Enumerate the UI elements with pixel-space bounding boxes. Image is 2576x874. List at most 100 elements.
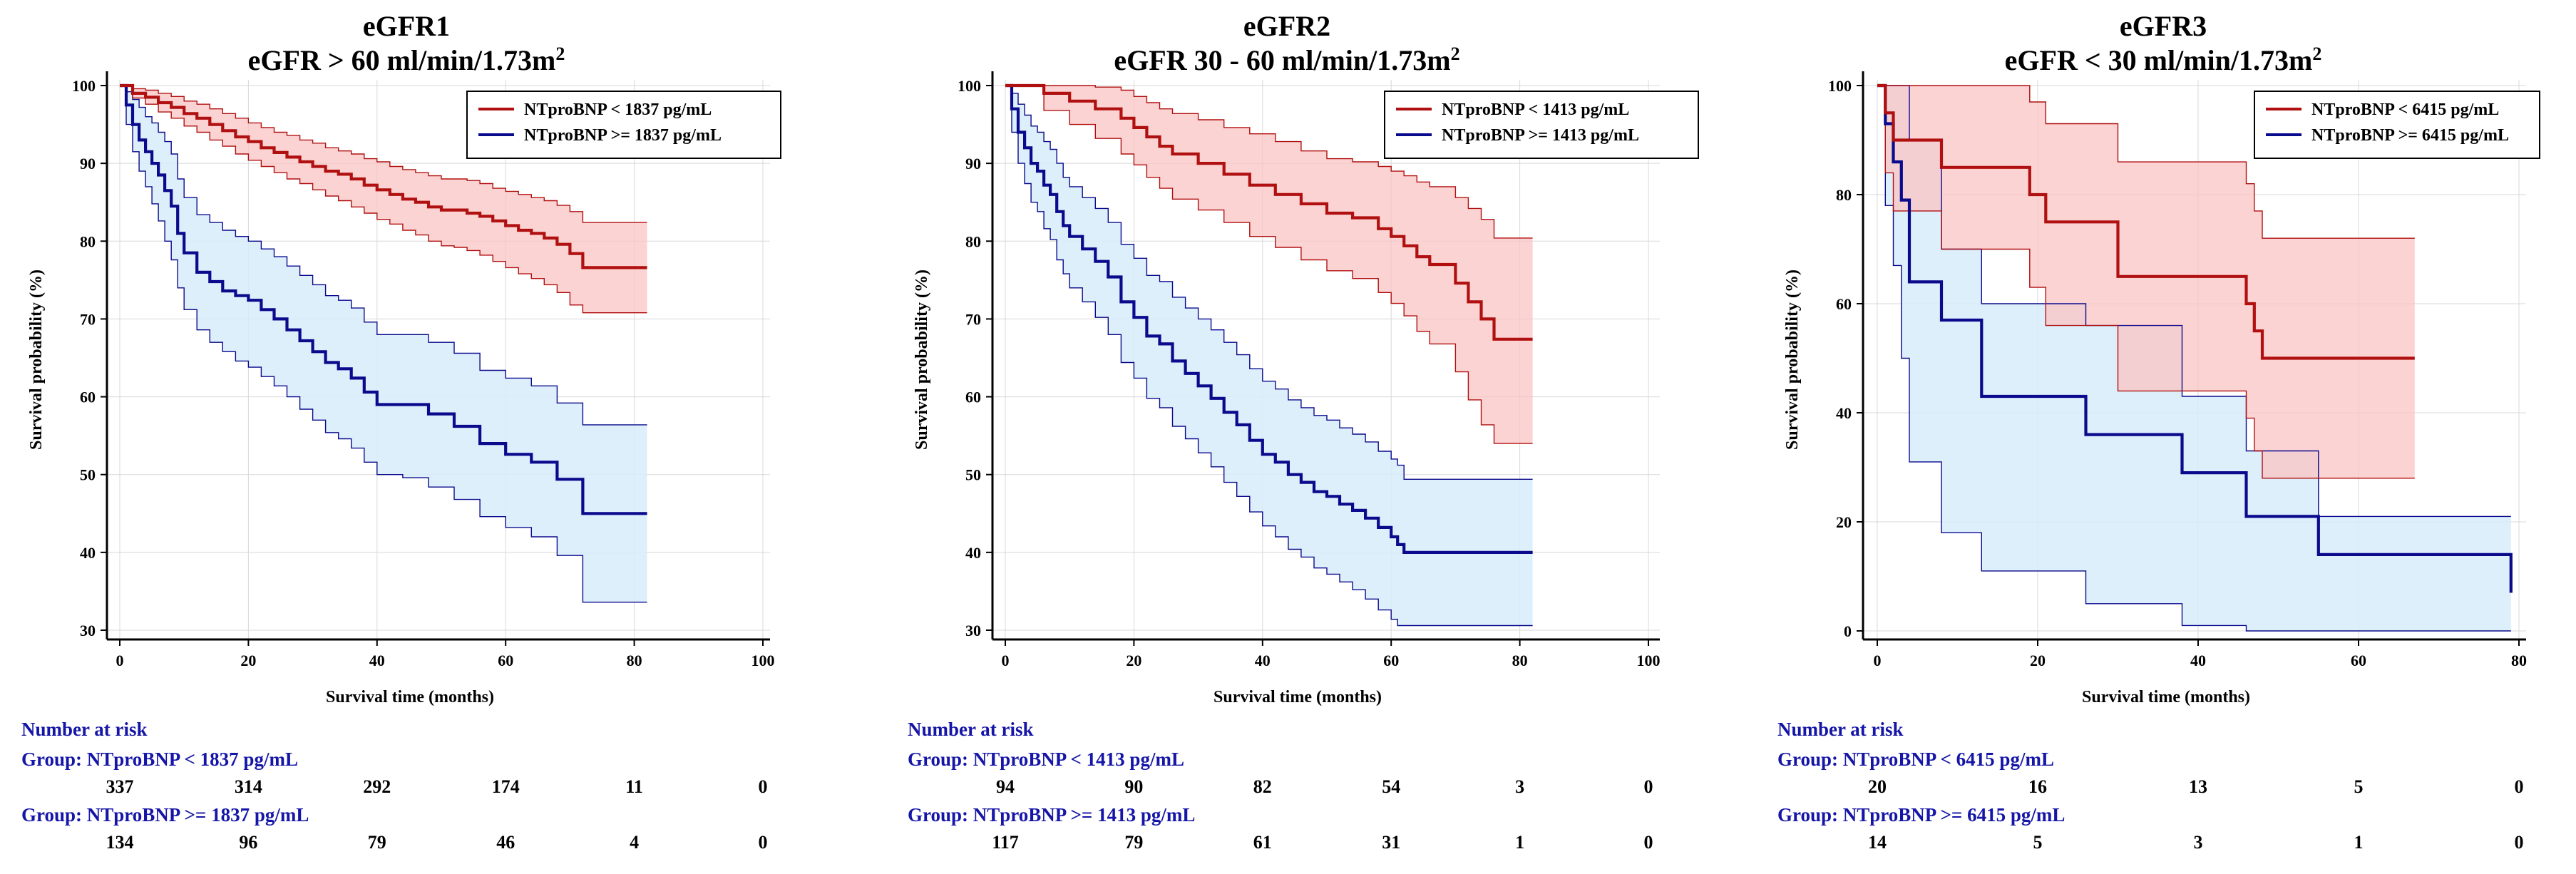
y-tick-label: 80 bbox=[80, 232, 96, 250]
risk-group-label: Group: NTproBNP < 1837 pg/mL bbox=[21, 749, 298, 770]
y-tick-label: 60 bbox=[965, 389, 981, 406]
risk-group-label: Group: NTproBNP >= 6415 pg/mL bbox=[1777, 804, 2065, 826]
ci-lower-line bbox=[1877, 85, 2415, 479]
risk-count: 292 bbox=[363, 776, 391, 797]
risk-count: 0 bbox=[759, 832, 768, 853]
chart-subtitle: eGFR > 60 ml/min/1.73m2 bbox=[248, 43, 565, 76]
ci-band-high bbox=[1005, 86, 1533, 626]
survival-curve-low bbox=[1877, 83, 2415, 360]
x-tick-label: 0 bbox=[1874, 652, 1882, 669]
y-tick-label: 90 bbox=[965, 155, 981, 173]
y-axis-label: Survival probability (%) bbox=[27, 269, 46, 450]
x-axis-label: Survival time (months) bbox=[326, 688, 494, 706]
chart-title: eGFR3 bbox=[2120, 10, 2207, 42]
superscript: 2 bbox=[2312, 43, 2321, 64]
risk-count: 90 bbox=[1124, 776, 1143, 797]
x-tick-label: 40 bbox=[2190, 652, 2206, 669]
risk-count: 0 bbox=[759, 776, 768, 797]
risk-count: 79 bbox=[368, 832, 386, 853]
y-tick-label: 30 bbox=[965, 622, 981, 639]
risk-count: 46 bbox=[496, 832, 515, 853]
risk-count: 54 bbox=[1382, 776, 1400, 797]
risk-group-label: Group: NTproBNP >= 1837 pg/mL bbox=[21, 804, 309, 826]
legend-box bbox=[466, 91, 781, 159]
survival-curve-high bbox=[1005, 83, 1533, 554]
x-tick-label: 60 bbox=[2351, 652, 2366, 669]
y-tick-label: 100 bbox=[72, 77, 96, 95]
ci-band-low bbox=[1877, 86, 2415, 478]
legend-label: NTproBNP < 6415 pg/mL bbox=[2311, 101, 2499, 119]
y-tick-label: 60 bbox=[80, 389, 96, 406]
ci-upper-line bbox=[120, 85, 647, 426]
ci-upper-line bbox=[1877, 85, 2415, 239]
risk-count: 0 bbox=[2515, 832, 2524, 853]
ci-upper-line bbox=[1005, 85, 1533, 239]
ci-lower-line bbox=[1877, 85, 2511, 632]
x-tick-label: 0 bbox=[116, 652, 124, 669]
x-tick-label: 60 bbox=[498, 652, 513, 669]
y-tick-label: 60 bbox=[1836, 295, 1852, 313]
superscript: 2 bbox=[555, 43, 565, 64]
legend-label: NTproBNP >= 1837 pg/mL bbox=[524, 126, 722, 145]
y-tick-label: 70 bbox=[80, 310, 96, 328]
legend-box bbox=[1384, 91, 1699, 159]
x-tick-label: 60 bbox=[1383, 652, 1399, 669]
survival-curve-high bbox=[120, 83, 647, 515]
superscript: 2 bbox=[1451, 43, 1460, 64]
x-axis-label: Survival time (months) bbox=[2082, 688, 2250, 706]
ci-band-high bbox=[120, 86, 647, 602]
x-tick-label: 100 bbox=[1637, 652, 1661, 669]
legend-label: NTproBNP < 1837 pg/mL bbox=[524, 101, 712, 119]
risk-table-heading: Number at risk bbox=[21, 719, 148, 740]
y-tick-label: 30 bbox=[80, 622, 96, 639]
risk-table-heading: Number at risk bbox=[908, 719, 1034, 740]
legend-label: NTproBNP >= 1413 pg/mL bbox=[1442, 126, 1639, 145]
risk-count: 11 bbox=[625, 776, 643, 797]
ci-upper-line bbox=[1005, 85, 1533, 480]
risk-count: 0 bbox=[2515, 776, 2524, 797]
x-tick-label: 80 bbox=[2511, 652, 2527, 669]
survival-curve-low bbox=[1005, 83, 1533, 341]
chart-subtitle: eGFR 30 - 60 ml/min/1.73m2 bbox=[1114, 43, 1459, 76]
ci-lower-line bbox=[120, 85, 647, 603]
risk-count: 4 bbox=[630, 832, 639, 853]
x-tick-label: 40 bbox=[369, 652, 385, 669]
y-tick-label: 20 bbox=[1836, 513, 1852, 531]
risk-count: 174 bbox=[492, 776, 520, 797]
risk-count: 61 bbox=[1253, 832, 1272, 853]
y-tick-label: 80 bbox=[1836, 186, 1852, 204]
risk-count: 13 bbox=[2189, 776, 2207, 797]
chart-subtitle: eGFR < 30 ml/min/1.73m2 bbox=[2005, 43, 2322, 76]
x-tick-label: 0 bbox=[1002, 652, 1010, 669]
ci-lower-line bbox=[1005, 85, 1533, 444]
risk-count: 117 bbox=[992, 832, 1019, 853]
ci-band-high bbox=[1877, 86, 2511, 631]
legend-box bbox=[2254, 91, 2540, 159]
y-tick-label: 70 bbox=[965, 310, 981, 328]
legend: NTproBNP < 1413 pg/mL NTproBNP >= 1413 pg… bbox=[1384, 91, 1699, 159]
risk-count: 94 bbox=[996, 776, 1015, 797]
risk-count: 96 bbox=[239, 832, 257, 853]
y-tick-label: 40 bbox=[80, 544, 96, 562]
risk-count: 82 bbox=[1253, 776, 1272, 797]
ci-band-low bbox=[1005, 86, 1533, 444]
y-tick-label: 80 bbox=[965, 232, 981, 250]
y-tick-label: 40 bbox=[1836, 404, 1852, 422]
legend-label: NTproBNP < 1413 pg/mL bbox=[1442, 101, 1629, 119]
risk-count: 1 bbox=[2354, 832, 2364, 853]
y-axis-label: Survival probability (%) bbox=[1783, 269, 1802, 450]
legend: NTproBNP < 1837 pg/mL NTproBNP >= 1837 pg… bbox=[466, 91, 781, 159]
x-tick-label: 80 bbox=[627, 652, 642, 669]
y-tick-label: 50 bbox=[965, 466, 981, 484]
risk-count: 0 bbox=[1644, 776, 1653, 797]
y-tick-label: 0 bbox=[1844, 622, 1852, 640]
x-axis-label: Survival time (months) bbox=[1213, 688, 1382, 706]
risk-group-label: Group: NTproBNP >= 1413 pg/mL bbox=[908, 804, 1195, 826]
chart-title: eGFR2 bbox=[1243, 10, 1330, 42]
y-tick-label: 100 bbox=[958, 77, 981, 95]
ci-upper-line bbox=[120, 85, 647, 223]
x-tick-label: 40 bbox=[1255, 652, 1271, 669]
